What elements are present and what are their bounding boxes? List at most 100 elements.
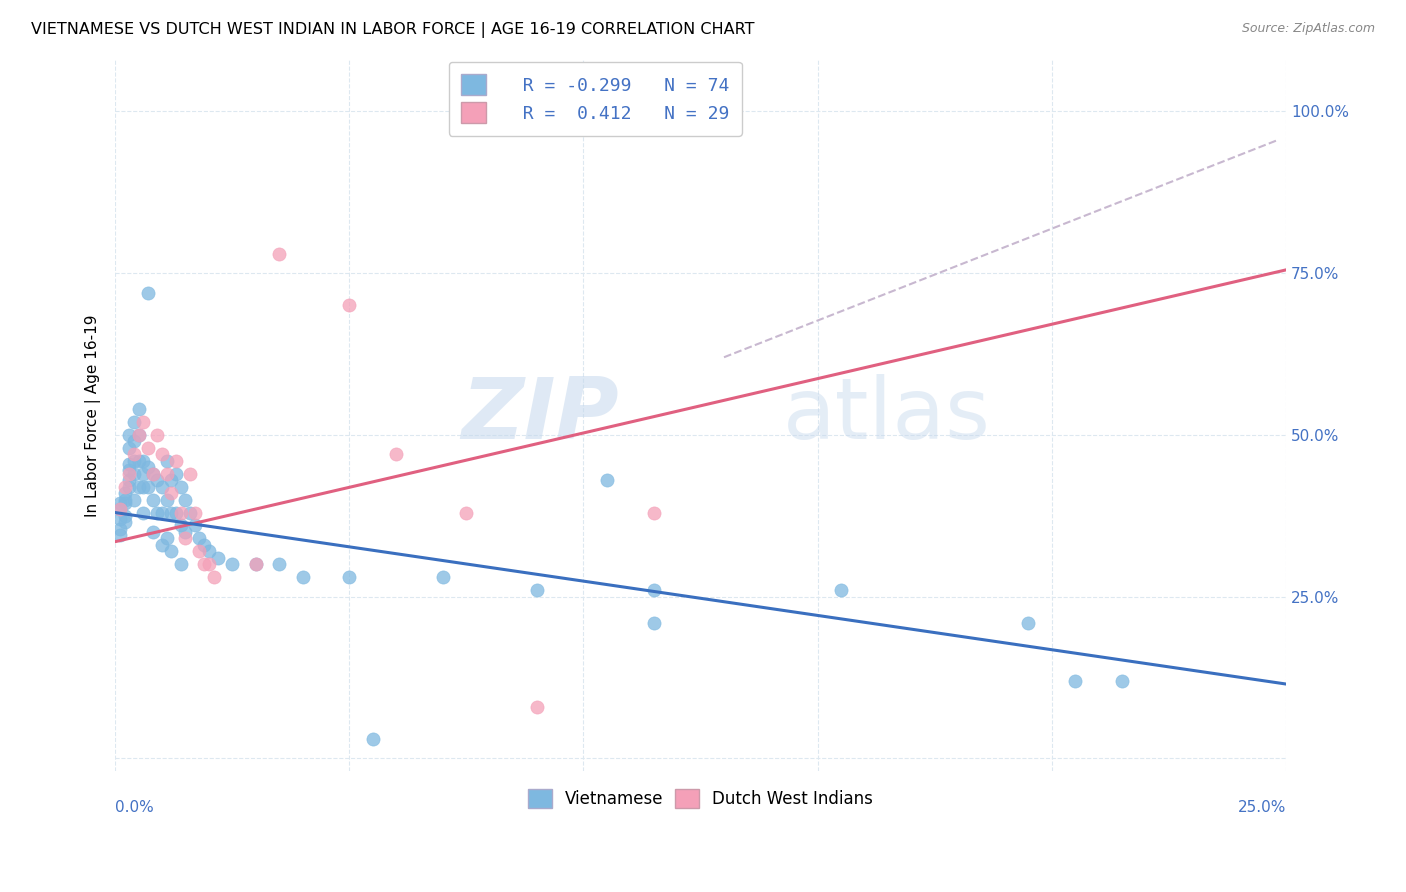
Point (122, 467, 145, 481)
Point (1064, 673, 1087, 688)
Point (118, 473, 141, 487)
Point (146, 506, 169, 520)
Point (132, 467, 155, 481)
Point (118, 467, 141, 481)
Point (526, 583, 548, 598)
Point (114, 480, 136, 494)
Text: 0.0%: 0.0% (115, 800, 153, 815)
Point (160, 544, 183, 558)
Point (188, 544, 211, 558)
Point (132, 480, 155, 494)
Point (165, 506, 187, 520)
Point (146, 428, 169, 442)
Point (198, 558, 221, 572)
Text: VIETNAMESE VS DUTCH WEST INDIAN IN LABOR FORCE | AGE 16-19 CORRELATION CHART: VIETNAMESE VS DUTCH WEST INDIAN IN LABOR… (31, 22, 755, 38)
Y-axis label: In Labor Force | Age 16-19: In Labor Force | Age 16-19 (86, 314, 101, 516)
Point (128, 454, 150, 468)
Point (291, 570, 314, 584)
Point (184, 506, 207, 520)
Point (114, 486, 136, 500)
Point (361, 732, 384, 747)
Point (128, 480, 150, 494)
Point (142, 467, 165, 481)
Point (132, 506, 155, 520)
Point (1017, 615, 1039, 630)
Point (165, 467, 187, 481)
Point (136, 460, 159, 475)
Point (198, 544, 221, 558)
Point (643, 104, 665, 119)
Point (108, 528, 131, 542)
Legend: Vietnamese, Dutch West Indians: Vietnamese, Dutch West Indians (520, 780, 882, 816)
Point (1111, 673, 1133, 688)
Point (156, 532, 179, 546)
Point (114, 515, 136, 529)
Point (118, 480, 141, 494)
Point (150, 447, 173, 461)
Point (118, 463, 141, 477)
Point (385, 447, 408, 461)
Point (146, 473, 169, 487)
Point (202, 570, 225, 584)
Text: atlas: atlas (783, 374, 991, 457)
Point (170, 506, 193, 520)
Point (207, 550, 229, 565)
Point (221, 558, 243, 572)
Point (132, 454, 155, 468)
Point (174, 492, 197, 507)
Point (150, 480, 173, 494)
Point (165, 454, 187, 468)
Point (118, 441, 141, 455)
Point (128, 428, 150, 442)
Point (337, 298, 360, 312)
Point (160, 506, 183, 520)
Text: Source: ZipAtlas.com: Source: ZipAtlas.com (1241, 22, 1375, 36)
Point (114, 492, 136, 507)
Point (456, 506, 478, 520)
Point (122, 447, 145, 461)
Point (108, 496, 131, 510)
Point (179, 467, 201, 481)
Point (142, 492, 165, 507)
Point (337, 570, 360, 584)
Point (160, 486, 183, 500)
Point (142, 467, 165, 481)
Point (118, 428, 141, 442)
Point (156, 467, 179, 481)
Point (132, 415, 155, 429)
Point (170, 558, 193, 572)
Point (193, 558, 215, 572)
Point (432, 570, 454, 584)
Point (108, 512, 131, 526)
Point (136, 441, 159, 455)
Point (128, 428, 150, 442)
Point (150, 538, 173, 552)
Point (188, 532, 211, 546)
Point (170, 518, 193, 533)
Point (179, 506, 201, 520)
Point (114, 496, 136, 510)
Point (174, 532, 197, 546)
Point (136, 285, 159, 300)
Text: ZIP: ZIP (461, 374, 619, 457)
Point (184, 518, 207, 533)
Point (142, 524, 165, 539)
Point (643, 615, 665, 630)
Point (596, 473, 619, 487)
Point (526, 699, 548, 714)
Point (245, 558, 267, 572)
Point (122, 415, 145, 429)
Point (108, 522, 131, 536)
Point (156, 454, 179, 468)
Text: 25.0%: 25.0% (1237, 800, 1286, 815)
Point (643, 506, 665, 520)
Point (150, 506, 173, 520)
Point (108, 502, 131, 516)
Point (114, 508, 136, 523)
Point (160, 473, 183, 487)
Point (193, 538, 215, 552)
Point (122, 454, 145, 468)
Point (156, 492, 179, 507)
Point (830, 583, 852, 598)
Point (245, 558, 267, 572)
